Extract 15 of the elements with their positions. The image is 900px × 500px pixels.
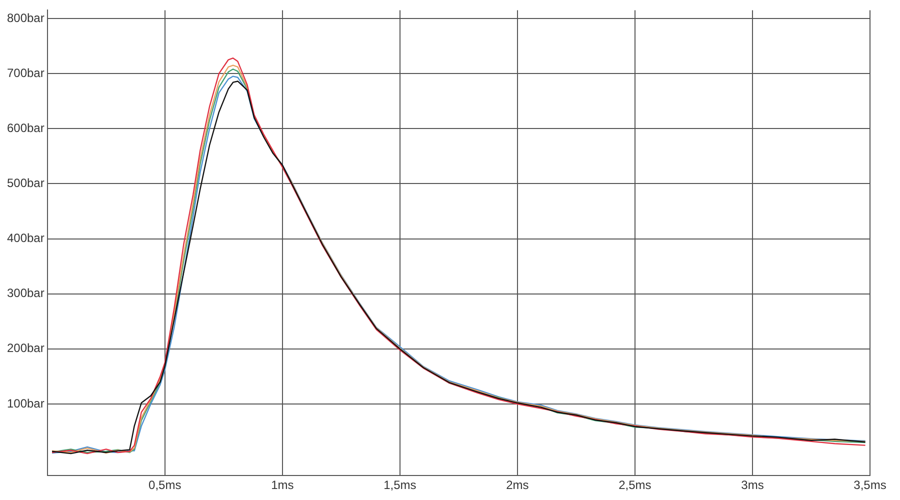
y-tick-label: 400bar xyxy=(6,231,44,246)
y-tick-label: 300bar xyxy=(6,286,44,300)
y-tick-label: 500bar xyxy=(6,176,44,190)
x-tick-label: 2,5ms xyxy=(618,478,652,492)
y-tick-label: 700bar xyxy=(6,66,44,80)
y-tick-label: 200bar xyxy=(6,341,44,356)
x-tick-label: 3ms xyxy=(741,478,764,492)
y-tick-label: 600bar xyxy=(6,120,44,135)
x-tick-label: 0,5ms xyxy=(148,478,182,492)
x-tick-label: 1,5ms xyxy=(384,478,416,492)
x-tick-label: 2ms xyxy=(506,478,529,492)
y-tick-label: 100bar xyxy=(6,396,44,410)
y-tick-label: 800bar xyxy=(6,10,44,25)
x-tick-label: 1ms xyxy=(271,478,294,492)
x-tick-label: 3,5ms xyxy=(854,478,886,492)
